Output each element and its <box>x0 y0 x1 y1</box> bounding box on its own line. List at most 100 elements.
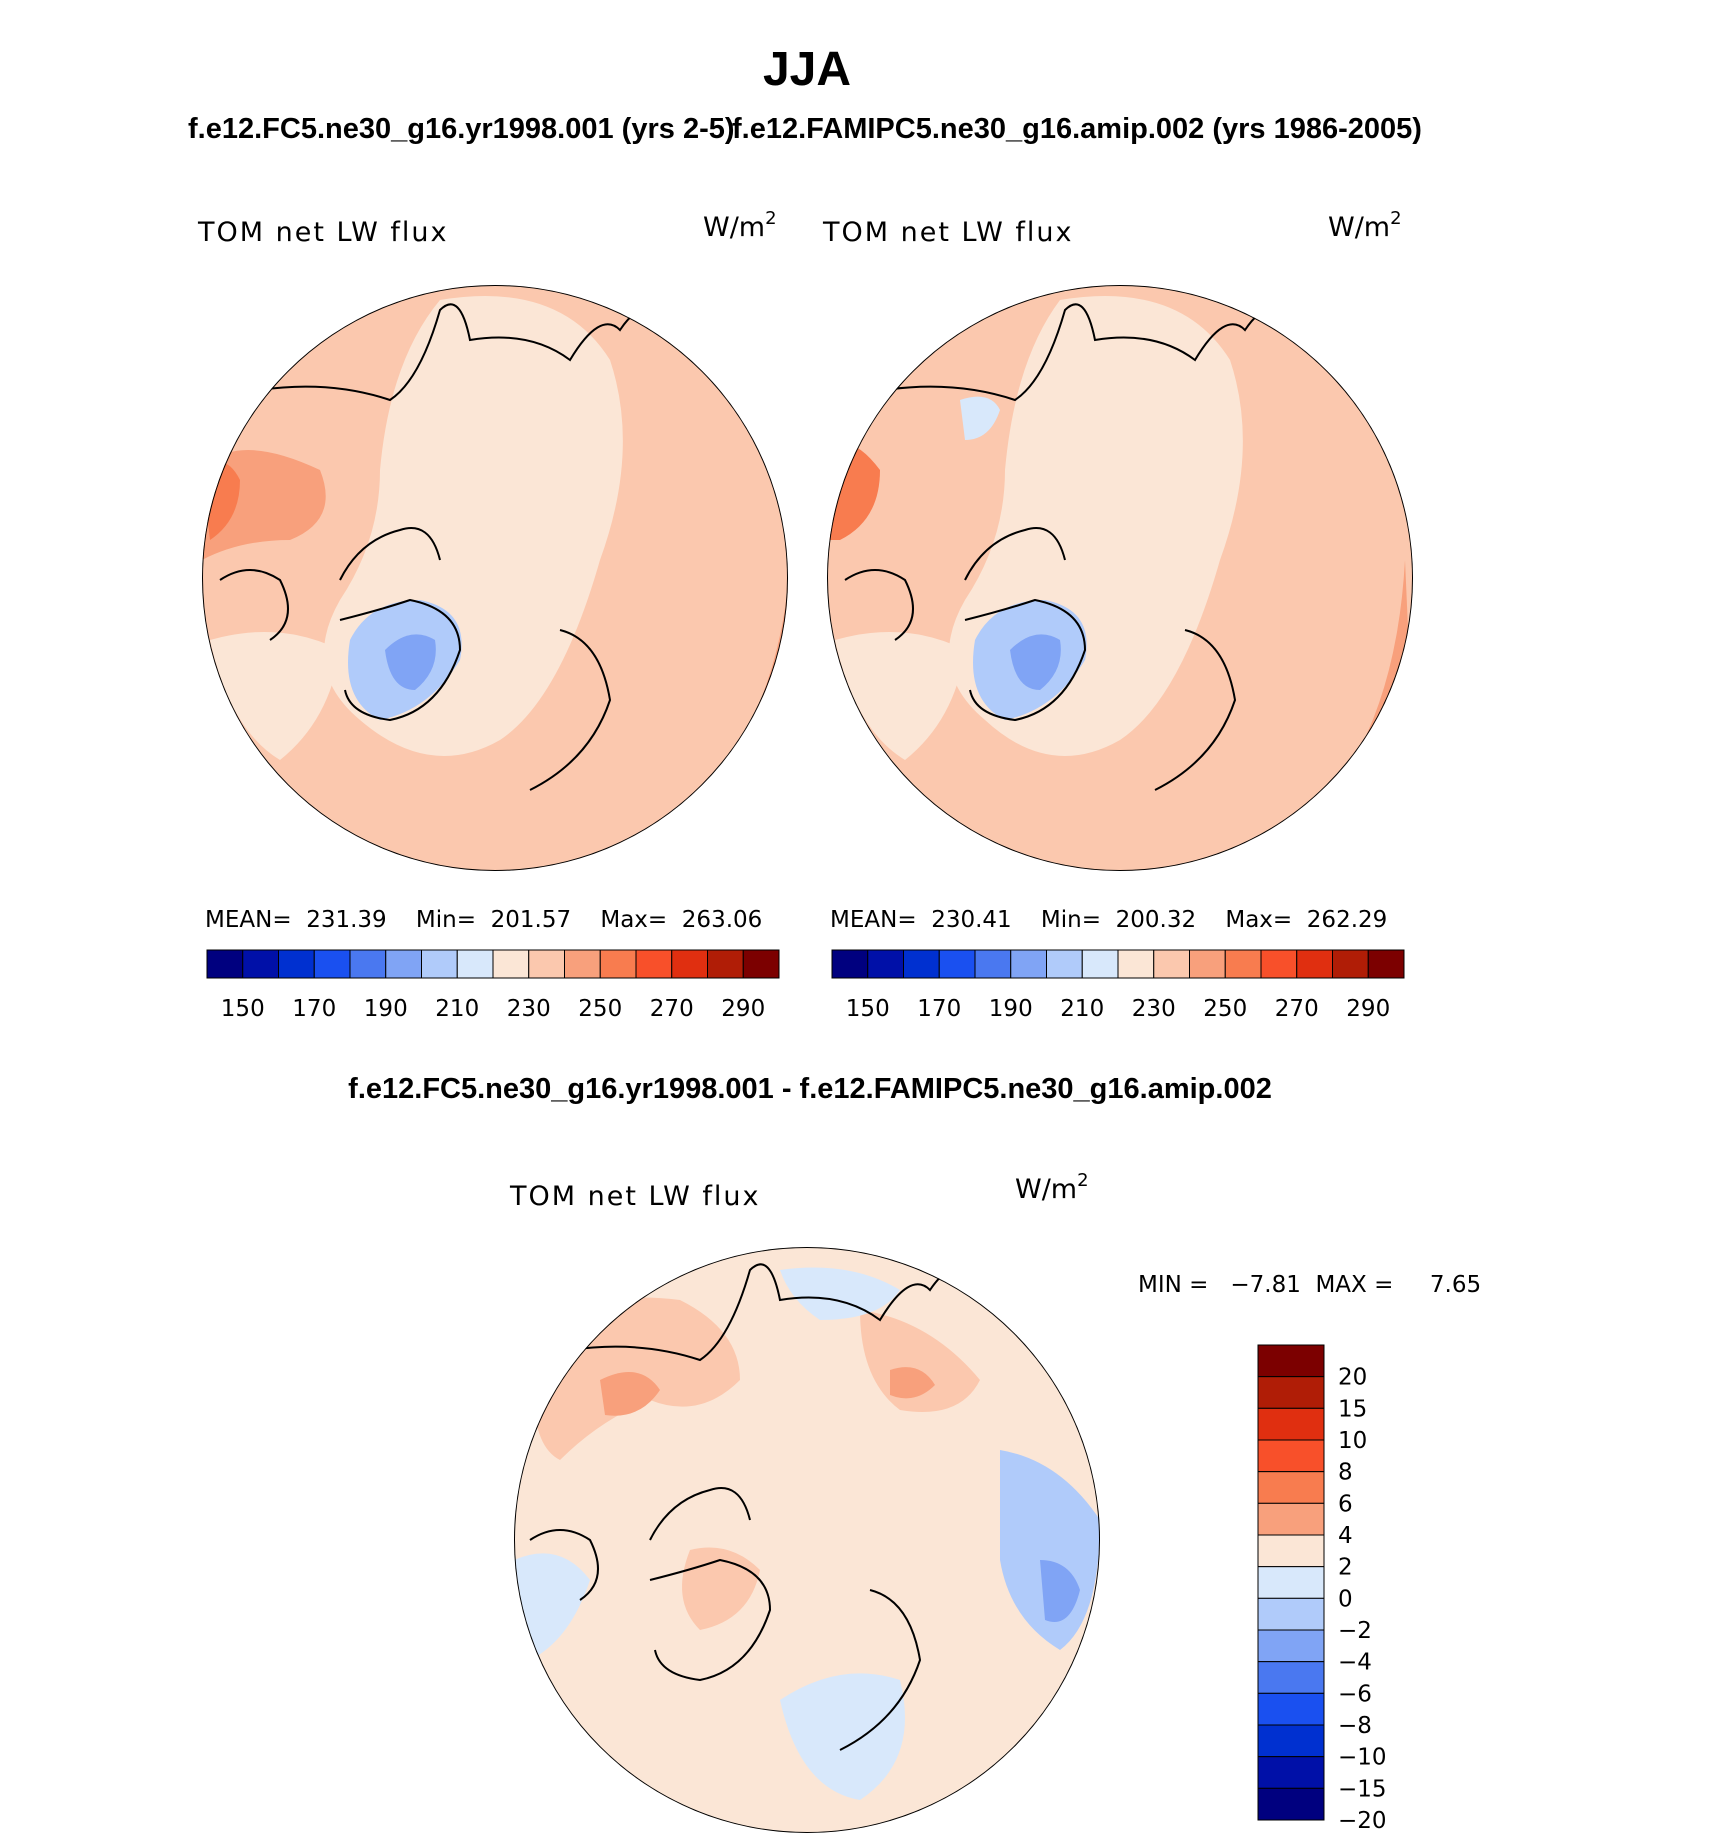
colorbar2-swatch <box>1260 949 1298 979</box>
colorbar1-tick-label: 190 <box>364 996 408 1022</box>
panel3-units-base: W/m <box>1015 1174 1077 1205</box>
map2-pale-band-south <box>835 632 965 760</box>
colorbar2-swatch <box>1332 949 1369 979</box>
colorbar3-tick-label: 15 <box>1338 1396 1367 1422</box>
colorbar2-swatch <box>903 949 940 979</box>
colorbar1-tick-label: 170 <box>292 996 336 1022</box>
colorbar3-swatch <box>1257 1502 1325 1536</box>
map3-cool-region-south <box>780 1673 905 1800</box>
colorbar2-swatch <box>1189 949 1226 979</box>
colorbar2-tick-label: 230 <box>1132 996 1176 1022</box>
colorbar2-swatch <box>1081 949 1119 979</box>
colorbar2-tick-label: 150 <box>846 996 890 1022</box>
colorbar3-swatch <box>1257 1376 1325 1409</box>
colorbar3-stats: MIN = −7.81 MAX = 7.65 <box>1138 1272 1481 1298</box>
colorbar3-tick-label: 4 <box>1338 1523 1353 1549</box>
colorbar3-swatch <box>1257 1566 1325 1599</box>
colorbar1-swatch <box>742 949 780 979</box>
panel1-units: W/m2 <box>703 208 777 243</box>
panel1-units-base: W/m <box>703 212 765 243</box>
map1-coastlines <box>219 303 661 791</box>
map3-warm-core-northeast <box>890 1367 935 1399</box>
panel2-units-base: W/m <box>1328 212 1390 243</box>
panel2-variable-label: TOM net LW flux <box>822 217 1073 248</box>
right-case-title: f.e12.FAMIPC5.ne30_g16.amip.002 (yrs 198… <box>732 113 1422 145</box>
colorbar3-tick-label: 10 <box>1338 1428 1367 1454</box>
colorbar1-swatch <box>492 949 530 979</box>
map3-cool-region-north <box>780 1267 900 1320</box>
map3-cool-core-east <box>1040 1560 1080 1622</box>
colorbar2-swatch <box>831 949 869 979</box>
colorbar3-swatch <box>1257 1661 1325 1694</box>
colorbar1-swatch <box>313 949 351 979</box>
colorbar1-swatch <box>242 949 279 979</box>
colorbar2-swatch <box>1296 949 1333 979</box>
panel2-units-exp: 2 <box>1390 208 1401 229</box>
colorbar3-swatch <box>1257 1692 1325 1726</box>
colorbar2-tick-label: 250 <box>1203 996 1247 1022</box>
map3-warm-core-northwest <box>600 1372 660 1416</box>
panel1-units-exp: 2 <box>765 208 776 229</box>
map2-coastlines <box>844 303 1286 791</box>
panel3-units: W/m2 <box>1015 1170 1089 1205</box>
map2-cool-patch-north <box>960 396 1000 440</box>
colorbar1-swatch <box>385 949 422 979</box>
season-title: JJA <box>763 43 851 96</box>
colorbar2-swatch <box>1117 949 1155 979</box>
map2-greenland-core <box>1010 634 1061 690</box>
colorbar1-tick-label: 230 <box>507 996 551 1022</box>
panel3-units-exp: 2 <box>1077 1170 1088 1191</box>
map3-coastlines <box>529 1263 971 1751</box>
colorbar1-tick-label: 210 <box>435 996 479 1022</box>
colorbar1-tick-label: 290 <box>721 996 765 1022</box>
colorbar3-swatch <box>1257 1344 1325 1378</box>
colorbar2-swatch <box>867 949 904 979</box>
colorbar1-tick-label: 150 <box>221 996 265 1022</box>
colorbar2-swatch <box>1224 949 1262 979</box>
colorbar2-swatch <box>974 949 1012 979</box>
map1-pale-band-south <box>210 632 340 760</box>
colorbar1: 150 170 190 210 230 250 270 290 <box>206 949 780 1022</box>
colorbar3-swatch <box>1257 1724 1325 1758</box>
colorbar2-swatch <box>1010 949 1047 979</box>
panel3-variable-label: TOM net LW flux <box>509 1181 760 1212</box>
colorbar1-tick-label: 250 <box>578 996 622 1022</box>
colorbar2-stats: MEAN= 230.41 Min= 200.32 Max= 262.29 <box>830 907 1387 933</box>
colorbar2-tick-label: 190 <box>989 996 1033 1022</box>
colorbar3-tick-label: −10 <box>1338 1745 1387 1771</box>
colorbar3-tick-label: −6 <box>1338 1681 1372 1707</box>
colorbar3-tick-label: −2 <box>1338 1618 1372 1644</box>
colorbar1-swatch <box>599 949 637 979</box>
colorbar3-swatch <box>1257 1534 1325 1568</box>
left-case-title: f.e12.FC5.ne30_g16.yr1998.001 (yrs 2-5) <box>188 113 735 145</box>
colorbar3-tick-label: 6 <box>1338 1491 1353 1517</box>
colorbar3-tick-label: −15 <box>1338 1776 1387 1802</box>
colorbar2-tick-label: 210 <box>1060 996 1104 1022</box>
colorbar1-swatch <box>707 949 744 979</box>
colorbar3-tick-label: 20 <box>1338 1365 1367 1391</box>
colorbar1-swatch <box>635 949 673 979</box>
colorbar3-swatch <box>1257 1407 1325 1441</box>
colorbar3-swatch <box>1257 1597 1325 1631</box>
map1-polar-plot <box>202 285 788 871</box>
colorbar1-swatch <box>421 949 458 979</box>
colorbar2-swatch <box>1153 949 1190 979</box>
map2-polar-plot <box>827 285 1413 871</box>
colorbar1-swatch <box>528 949 565 979</box>
colorbar2-tick-label: 270 <box>1275 996 1319 1022</box>
map3-polar-plot <box>514 1247 1100 1833</box>
colorbar3-tick-label: 8 <box>1338 1460 1353 1486</box>
colorbar3-swatch <box>1257 1629 1325 1663</box>
colorbar3-tick-label: −4 <box>1338 1650 1372 1676</box>
colorbar1-stats: MEAN= 231.39 Min= 201.57 Max= 263.06 <box>205 907 762 933</box>
colorbar2: 150 170 190 210 230 250 270 290 <box>831 949 1405 1022</box>
colorbar3-swatch <box>1257 1439 1325 1473</box>
diff-title: f.e12.FC5.ne30_g16.yr1998.001 - f.e12.FA… <box>348 1073 1272 1105</box>
colorbar1-swatch <box>456 949 494 979</box>
colorbar3-swatch <box>1257 1787 1325 1821</box>
colorbar2-swatch <box>1367 949 1405 979</box>
panel1-variable-label: TOM net LW flux <box>197 217 448 248</box>
colorbar2-tick-label: 170 <box>917 996 961 1022</box>
panel2-units: W/m2 <box>1328 208 1402 243</box>
